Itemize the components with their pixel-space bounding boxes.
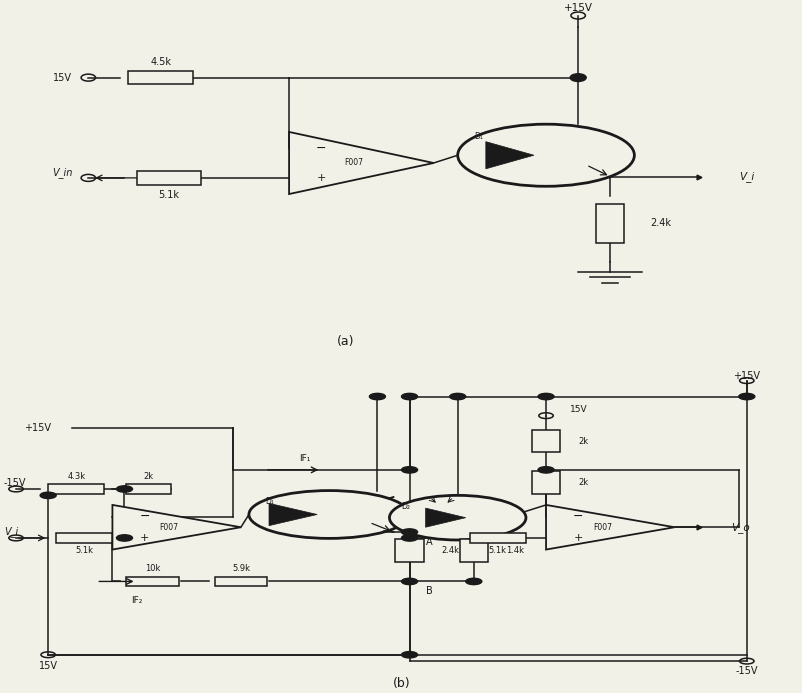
Text: 2k: 2k [144,472,153,481]
Text: F007: F007 [159,523,178,532]
Text: (b): (b) [392,677,410,690]
Text: V_o: V_o [730,522,748,533]
Text: 5.1k: 5.1k [158,191,179,200]
Text: 4.5k: 4.5k [150,57,171,67]
Text: +: + [316,173,326,183]
Bar [532,430,560,453]
Text: A: A [425,536,431,547]
Text: V_in: V_in [52,166,72,177]
Text: 5.9k: 5.9k [232,564,249,573]
Text: +: + [573,533,582,543]
Bar [395,539,423,561]
Text: 15V: 15V [569,405,587,414]
Polygon shape [269,503,317,525]
Bar [136,171,200,185]
Polygon shape [112,505,241,550]
Text: D₂: D₂ [401,502,410,511]
Text: (a): (a) [336,335,354,348]
Text: D₁: D₁ [265,497,273,506]
Circle shape [569,73,585,82]
Circle shape [116,486,132,492]
Text: +15V: +15V [732,371,759,381]
Circle shape [537,394,553,400]
Text: B: B [425,586,431,596]
Circle shape [738,394,754,400]
Text: F007: F007 [592,523,611,532]
Polygon shape [289,132,433,194]
Circle shape [369,394,385,400]
Bar [459,539,488,561]
Text: V_i: V_i [738,171,753,182]
Bar [48,484,104,493]
Text: -15V: -15V [735,666,757,676]
Bar [127,484,171,493]
Circle shape [401,529,417,535]
Polygon shape [425,508,465,527]
Circle shape [401,651,417,658]
Circle shape [401,466,417,473]
Circle shape [401,535,417,541]
Text: −: − [139,510,150,523]
Circle shape [40,492,56,498]
Text: 10k: 10k [144,564,160,573]
Circle shape [401,578,417,585]
Bar [532,471,560,493]
Text: 2k: 2k [577,478,588,487]
Bar [128,71,192,85]
Text: 5.1k: 5.1k [488,546,506,555]
Circle shape [537,466,553,473]
Polygon shape [485,141,533,169]
Text: +: + [140,533,149,543]
Text: D₁: D₁ [473,132,482,141]
Text: 4.3k: 4.3k [67,472,85,481]
Text: 2.4k: 2.4k [441,546,459,555]
Circle shape [449,394,465,400]
Text: IF₁: IF₁ [299,454,310,463]
Text: 2.4k: 2.4k [650,218,670,228]
Ellipse shape [457,124,634,186]
Text: IF₂: IF₂ [131,596,142,605]
Text: +15V: +15V [563,3,592,12]
Ellipse shape [389,495,525,540]
Bar [595,204,624,243]
Polygon shape [545,505,674,550]
Text: 15V: 15V [38,661,58,671]
Text: 5.1k: 5.1k [75,546,93,555]
Circle shape [465,578,481,585]
Text: 2k: 2k [577,437,588,446]
Bar [127,577,179,586]
Ellipse shape [249,491,409,538]
Circle shape [401,394,417,400]
Text: 15V: 15V [53,73,72,82]
Text: V_i: V_i [4,526,18,537]
Circle shape [116,535,132,541]
Bar [215,577,266,586]
Text: −: − [315,141,326,155]
Bar [469,533,525,543]
Text: F007: F007 [343,159,363,168]
Text: −: − [572,510,583,523]
Text: -15V: -15V [4,477,26,488]
Text: 1.4k: 1.4k [505,546,523,555]
Bar [56,533,112,543]
Text: +15V: +15V [24,423,51,433]
